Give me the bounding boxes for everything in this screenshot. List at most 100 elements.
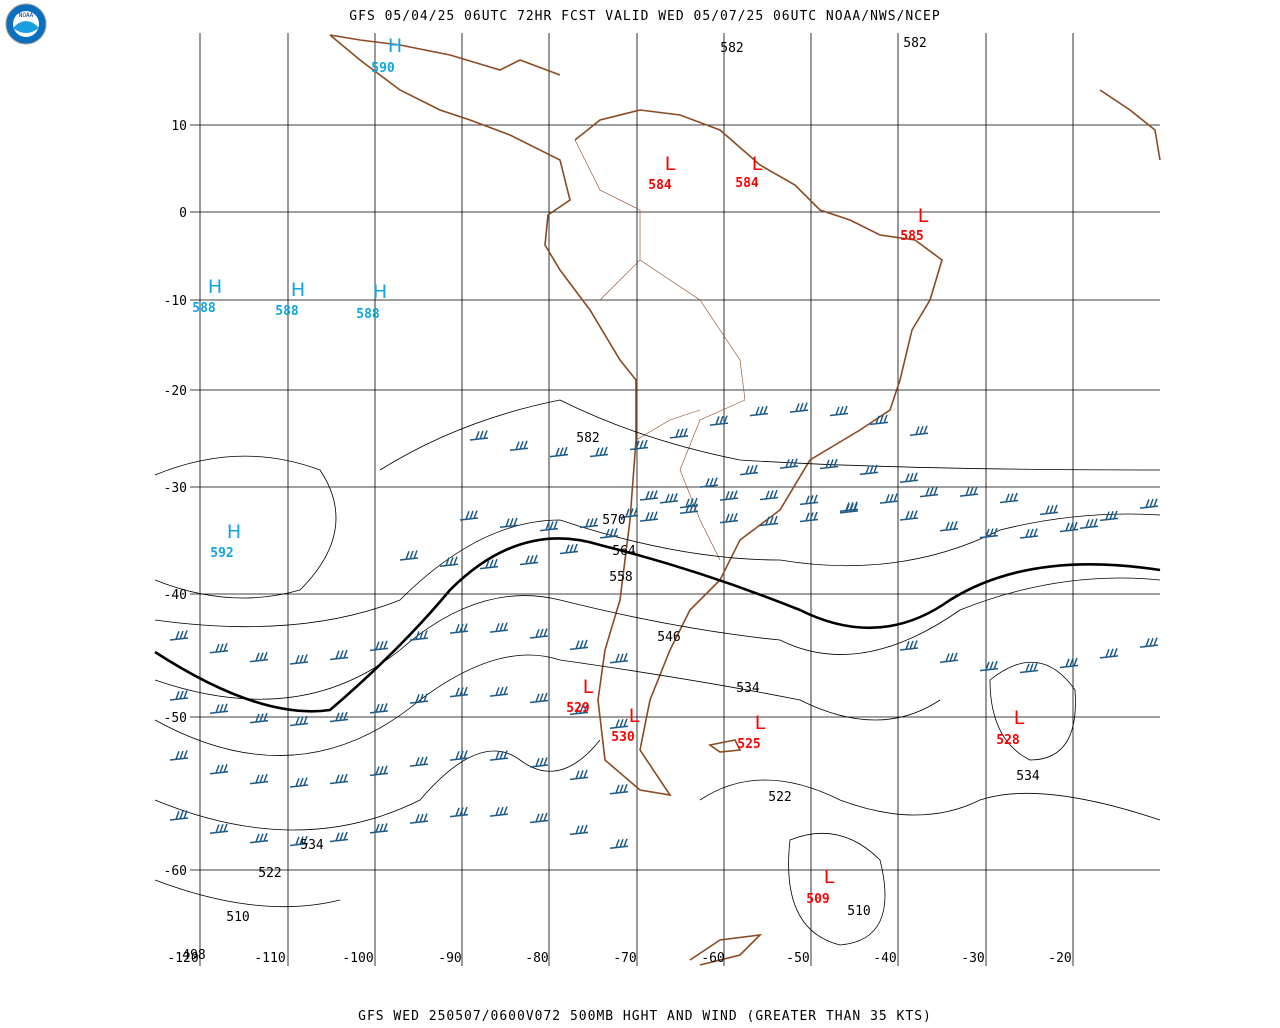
wind-barb — [369, 640, 389, 652]
center-value: 528 — [996, 733, 1020, 748]
wind-barb — [479, 558, 499, 570]
wind-barb — [489, 750, 509, 761]
wind-barb — [499, 517, 519, 529]
wind-barb — [1139, 637, 1159, 648]
wind-barb — [619, 507, 639, 519]
wind-barb — [369, 703, 389, 714]
wind-barb — [289, 654, 309, 665]
center-value: 592 — [210, 546, 233, 561]
longitude-label: -80 — [525, 951, 548, 966]
wind-barb — [629, 439, 649, 451]
center-value: 590 — [371, 61, 395, 76]
wind-barb — [639, 511, 659, 522]
wind-barb — [779, 458, 799, 469]
center-symbol: H — [208, 276, 222, 298]
wind-barb — [449, 750, 469, 761]
wind-barb — [209, 823, 229, 835]
wind-barb — [439, 556, 459, 568]
center-symbol: H — [373, 281, 387, 303]
contour-label: 534 — [300, 838, 324, 853]
contour-label: 510 — [847, 904, 870, 919]
wind-barbs — [169, 402, 1159, 849]
contour-label: 570 — [602, 513, 625, 528]
contour-label: 582 — [576, 431, 599, 446]
center-value: 588 — [192, 301, 216, 316]
wind-barb — [489, 686, 509, 697]
wind-barb — [369, 765, 389, 777]
wind-barb — [409, 693, 429, 704]
noaa-logo: NOAA — [5, 3, 47, 45]
center-symbol: H — [227, 521, 241, 543]
center-value: 529 — [566, 701, 589, 716]
wind-barb — [699, 477, 719, 488]
wind-barb — [579, 517, 599, 529]
latitude-label: -20 — [164, 384, 187, 399]
wind-barb — [169, 750, 189, 761]
longitude-label: -50 — [786, 951, 809, 966]
center-symbol: L — [629, 705, 640, 727]
longitude-label: -70 — [613, 951, 636, 966]
wind-barb — [599, 528, 619, 539]
wind-barb — [169, 690, 189, 701]
center-value: 584 — [735, 176, 759, 191]
wind-barb — [909, 425, 929, 436]
latitude-label: -50 — [164, 711, 187, 726]
map-caption: GFS WED 250507/0600V072 500MB HGHT AND W… — [358, 1009, 932, 1024]
wind-barb — [919, 486, 939, 498]
map-labels: 10 0 -10 -20 -30 -40 -50 -60 -120 -110 -100 -90 -80 -… — [164, 35, 1072, 966]
wind-barb — [529, 628, 549, 639]
wind-barb — [899, 640, 919, 651]
wind-barb — [449, 623, 469, 634]
wind-barb — [449, 686, 469, 698]
wind-barb — [529, 812, 549, 824]
contour-label: 546 — [657, 630, 680, 645]
wind-barb — [569, 639, 589, 651]
wind-barb — [669, 428, 689, 439]
center-value: 525 — [737, 737, 760, 752]
wind-barb — [719, 512, 739, 524]
wind-barb — [859, 464, 879, 476]
longitude-label: -110 — [254, 951, 285, 966]
wind-barb — [529, 757, 549, 768]
wind-barb — [609, 718, 629, 729]
longitude-label: -20 — [1048, 951, 1071, 966]
wind-barb — [899, 510, 919, 521]
contour-label: 522 — [768, 790, 791, 805]
center-symbol: L — [583, 676, 594, 698]
wind-barb — [509, 440, 529, 452]
map-title: GFS 05/04/25 06UTC 72HR FCST VALID WED 0… — [349, 9, 940, 24]
wind-barb — [329, 773, 349, 785]
wind-barb — [249, 712, 269, 724]
wind-barb — [959, 486, 979, 497]
center-value: 588 — [356, 307, 380, 322]
latitude-label: -10 — [164, 294, 187, 309]
wind-barb — [329, 711, 349, 723]
wind-barb — [519, 554, 539, 566]
contour-label: 510 — [226, 910, 249, 925]
wind-barb — [329, 649, 349, 661]
center-value: 509 — [806, 892, 829, 907]
wind-barb — [719, 490, 739, 501]
wind-barb — [709, 415, 729, 426]
graticule — [190, 33, 1160, 966]
wind-barb — [1059, 657, 1079, 669]
wind-barb — [749, 405, 769, 417]
wind-barb — [1019, 528, 1039, 539]
wind-barb — [1019, 662, 1039, 674]
wind-barb — [289, 715, 309, 727]
wind-barb — [939, 652, 959, 664]
wind-barb — [789, 402, 809, 413]
latitude-label: -40 — [164, 588, 187, 603]
wind-barb — [249, 773, 269, 785]
latitude-label: 0 — [179, 206, 187, 221]
longitude-label: -60 — [701, 951, 724, 966]
wind-barb — [979, 660, 999, 672]
wind-barb — [409, 630, 429, 641]
longitude-label: -30 — [961, 951, 984, 966]
center-symbol: L — [918, 205, 929, 227]
wind-barb — [829, 405, 849, 417]
wind-barb — [1139, 498, 1159, 509]
wind-barb — [289, 835, 309, 847]
wind-barb — [249, 832, 269, 844]
wind-barb — [589, 446, 609, 458]
